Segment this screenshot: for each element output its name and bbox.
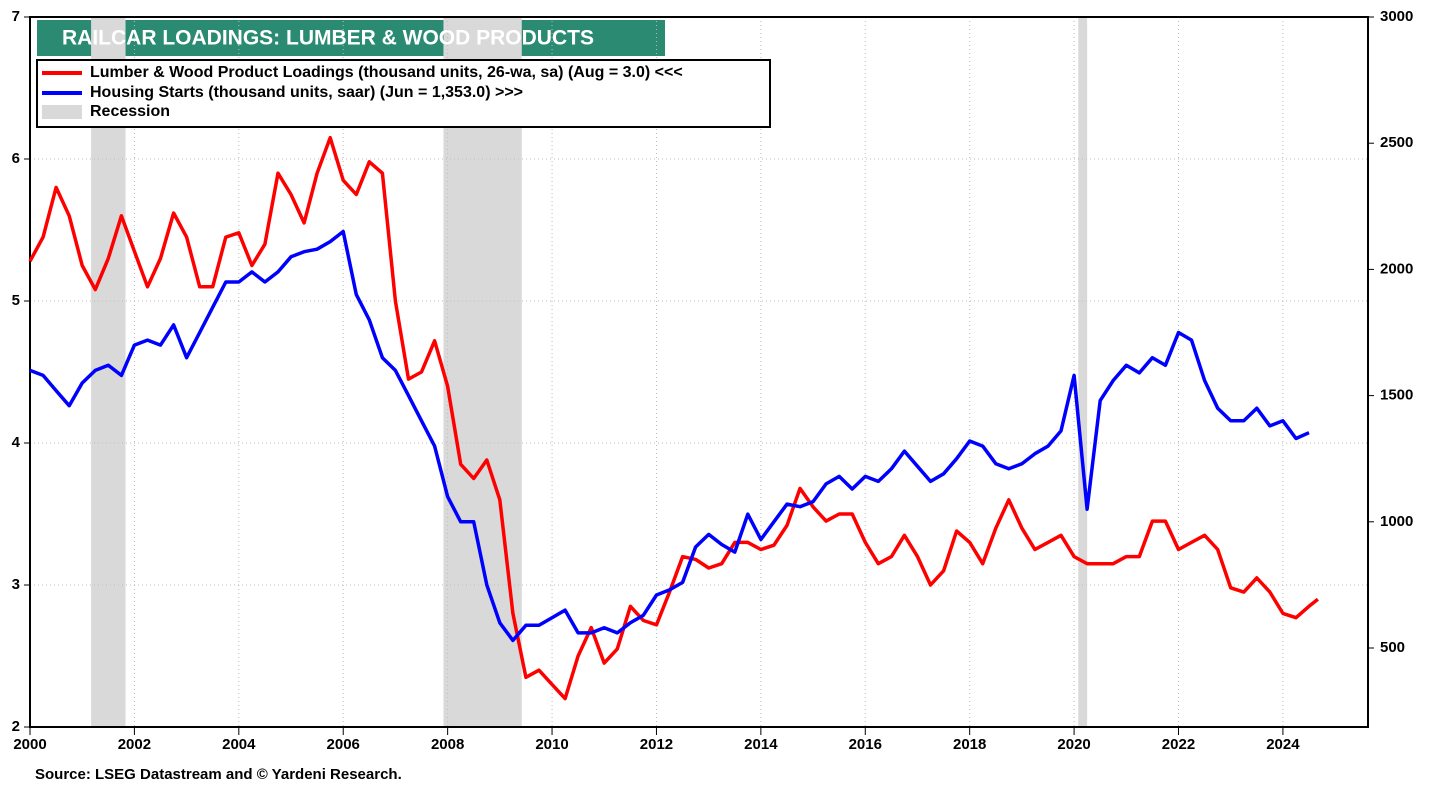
title-box xyxy=(37,20,665,56)
recession-band xyxy=(1078,17,1088,727)
legend-label: Recession xyxy=(90,103,170,120)
x-tick-label: 2016 xyxy=(849,736,882,753)
y-tick-label: 7 xyxy=(12,8,20,25)
y-tick-label: 2 xyxy=(12,718,20,735)
x-tick-label: 2014 xyxy=(744,736,778,753)
legend-box xyxy=(36,59,771,128)
y-tick-label: 5 xyxy=(12,292,20,309)
x-tick-label: 2008 xyxy=(431,736,464,753)
recession-band xyxy=(443,17,522,727)
y2-tick-label: 1500 xyxy=(1380,387,1413,404)
legend-swatch xyxy=(42,105,82,119)
y2-tick-label: 2000 xyxy=(1380,260,1413,277)
x-tick-label: 2022 xyxy=(1162,736,1195,753)
legend-label: Lumber & Wood Product Loadings (thousand… xyxy=(90,64,683,81)
x-tick-label: 2010 xyxy=(535,736,568,753)
y-tick-label: 6 xyxy=(12,150,20,167)
x-tick-label: 2020 xyxy=(1057,736,1090,753)
x-tick-label: 2002 xyxy=(118,736,151,753)
y2-tick-label: 1000 xyxy=(1380,513,1413,530)
y-tick-label: 4 xyxy=(12,434,21,451)
source: Source: LSEG Datastream and © Yardeni Re… xyxy=(35,766,402,783)
x-tick-label: 2024 xyxy=(1266,736,1300,753)
legend-label: Housing Starts (thousand units, saar) (J… xyxy=(90,84,523,101)
x-tick-label: 2004 xyxy=(222,736,256,753)
y-tick-label: 3 xyxy=(12,576,20,593)
y2-tick-label: 500 xyxy=(1380,639,1405,656)
series-line xyxy=(28,135,1319,701)
chart-title: RAILCAR LOADINGS: LUMBER & WOOD PRODUCTS xyxy=(62,27,594,50)
x-tick-label: 2012 xyxy=(640,736,673,753)
y2-tick-label: 2500 xyxy=(1380,134,1413,151)
x-tick-label: 2006 xyxy=(327,736,360,753)
x-tick-label: 2018 xyxy=(953,736,986,753)
x-tick-label: 2000 xyxy=(13,736,46,753)
series-line xyxy=(29,229,1310,643)
y2-tick-label: 3000 xyxy=(1380,8,1413,25)
